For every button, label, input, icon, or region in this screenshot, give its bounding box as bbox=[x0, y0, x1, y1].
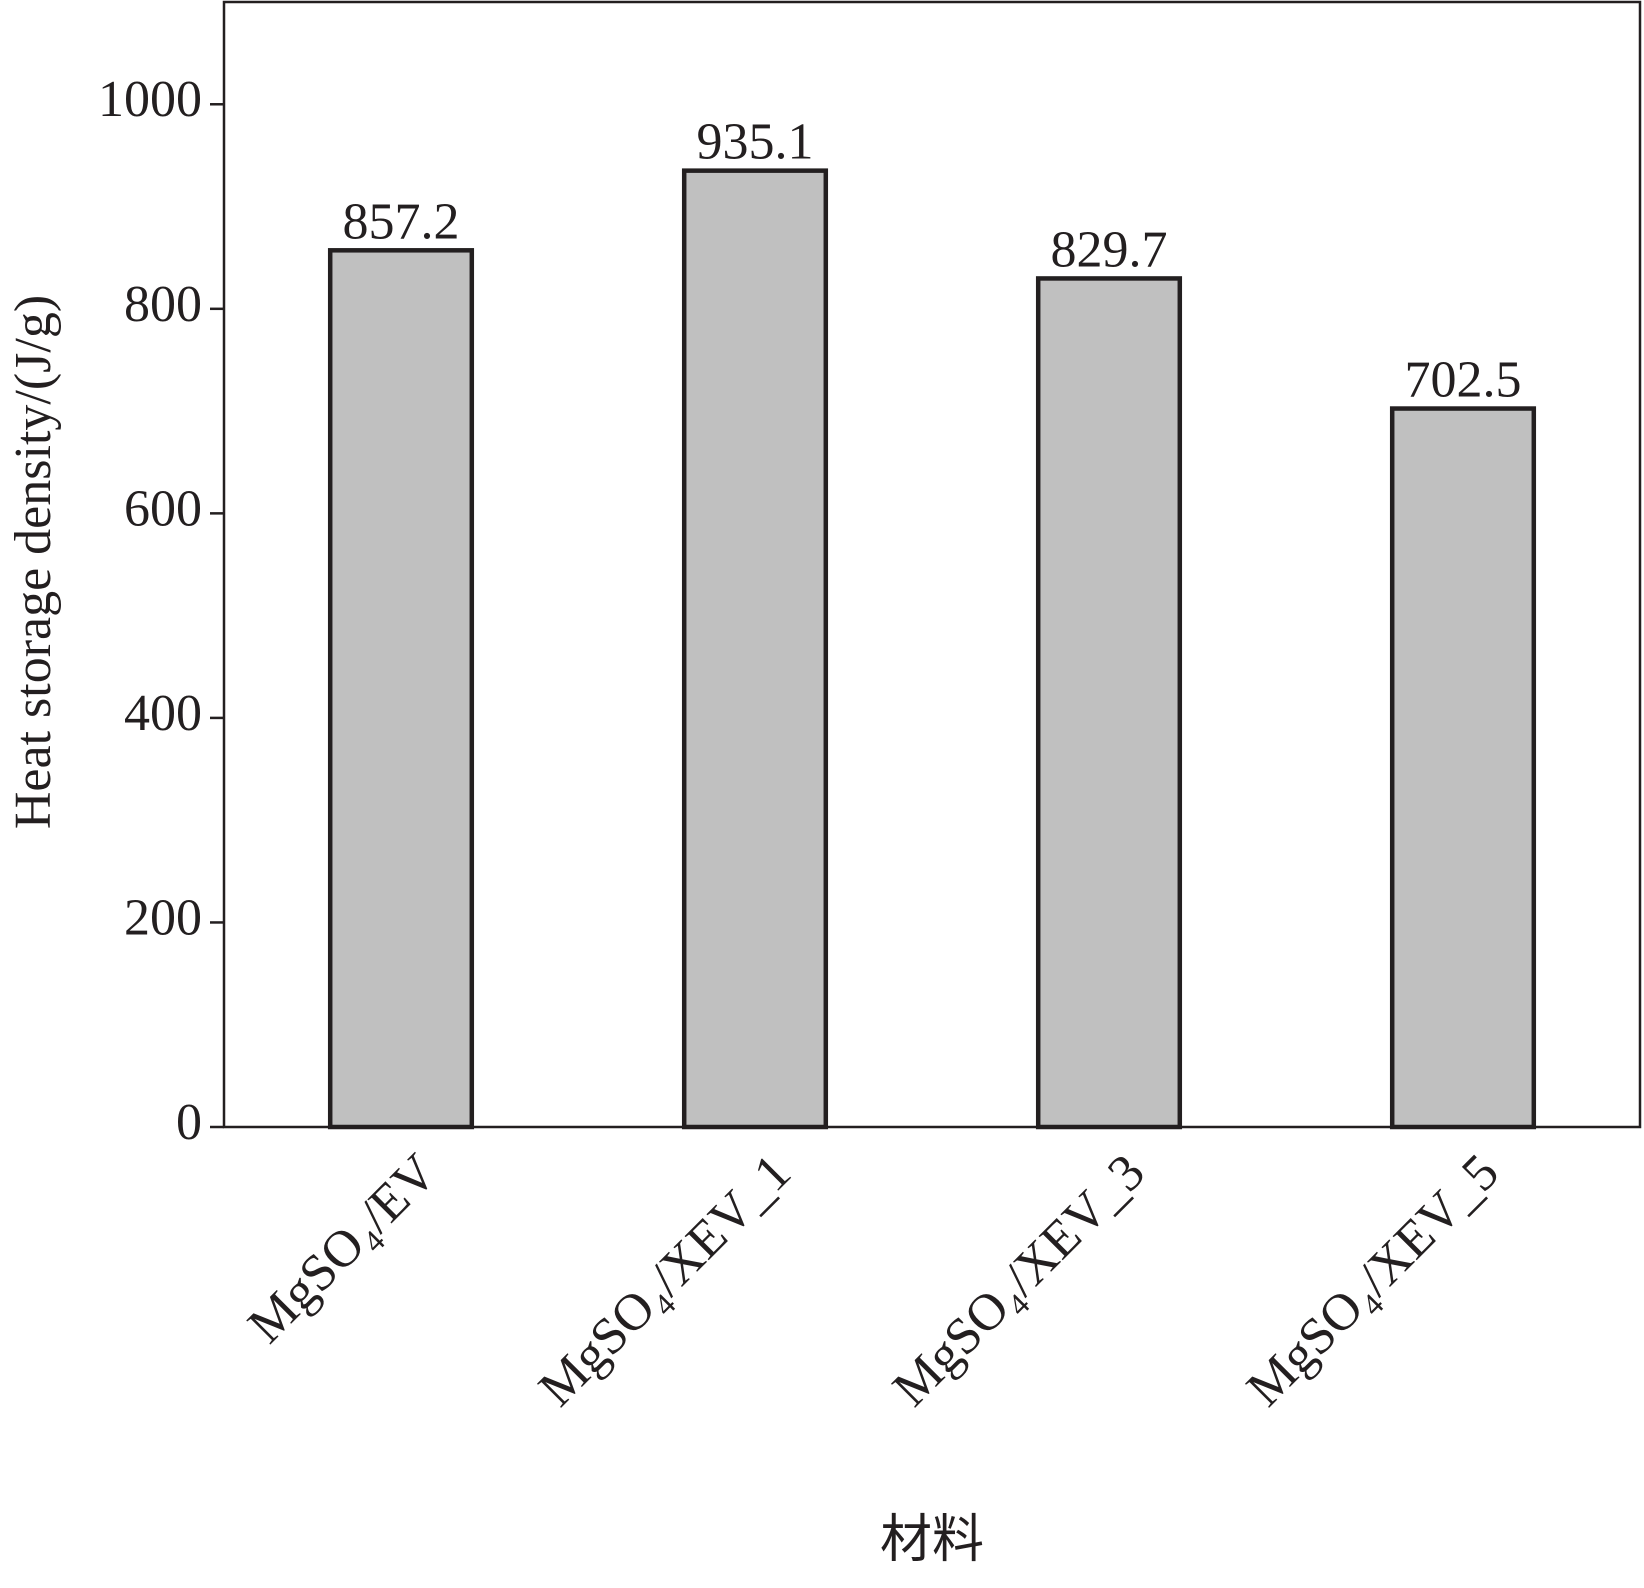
y-tick-label: 1000 bbox=[98, 71, 202, 128]
x-tick-label: MgSO₄/XEV_5 bbox=[1236, 1144, 1510, 1418]
value-label: 857.2 bbox=[343, 193, 460, 250]
x-tick-label: MgSO₄/XEV_1 bbox=[528, 1144, 802, 1418]
bar bbox=[327, 248, 475, 1130]
x-axis-label: 材料 bbox=[880, 1512, 984, 1569]
y-tick-label: 600 bbox=[124, 480, 202, 537]
x-tick-label: MgSO₄/XEV_3 bbox=[882, 1144, 1156, 1418]
bar bbox=[681, 168, 829, 1130]
y-tick-label: 800 bbox=[124, 276, 202, 333]
bar bbox=[1389, 406, 1537, 1130]
plot-frame bbox=[222, 0, 1642, 1129]
value-label: 702.5 bbox=[1405, 352, 1522, 409]
y-tick-label: 200 bbox=[124, 889, 202, 946]
value-label: 935.1 bbox=[697, 114, 814, 171]
y-axis-label: Heat storage density/(J/g) bbox=[5, 295, 62, 829]
y-tick-label: 0 bbox=[176, 1094, 202, 1151]
x-tick-label: MgSO₄/EV bbox=[237, 1144, 447, 1354]
bar bbox=[1035, 276, 1183, 1130]
y-tick-label: 400 bbox=[124, 685, 202, 742]
value-label: 829.7 bbox=[1051, 221, 1168, 278]
